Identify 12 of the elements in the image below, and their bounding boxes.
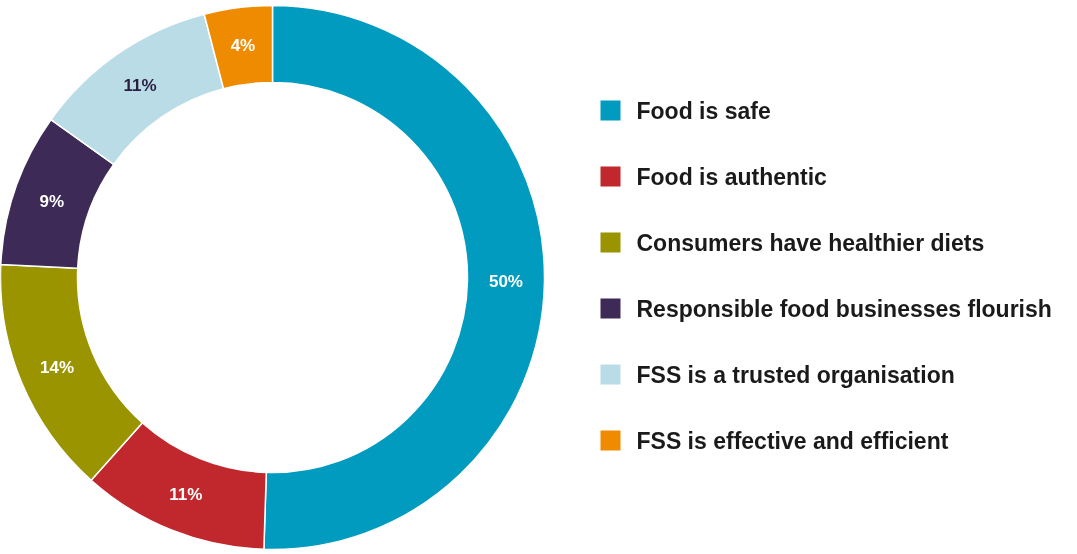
- legend-label: FSS is a trusted organisation: [636, 361, 955, 388]
- data-label: 9%: [39, 191, 65, 211]
- legend-label: FSS is effective and efficient: [636, 427, 949, 454]
- legend-label: Food is authentic: [636, 163, 828, 190]
- legend-label: Consumers have healthier diets: [636, 229, 985, 256]
- data-label: 4%: [230, 36, 256, 56]
- data-label: 50%: [488, 271, 523, 291]
- data-label: 14%: [40, 358, 75, 378]
- data-label: 11%: [169, 484, 203, 504]
- legend-label: Responsible food businesses flourish: [636, 295, 1052, 322]
- data-label: 11%: [123, 75, 157, 95]
- legend-label: Food is safe: [636, 97, 771, 124]
